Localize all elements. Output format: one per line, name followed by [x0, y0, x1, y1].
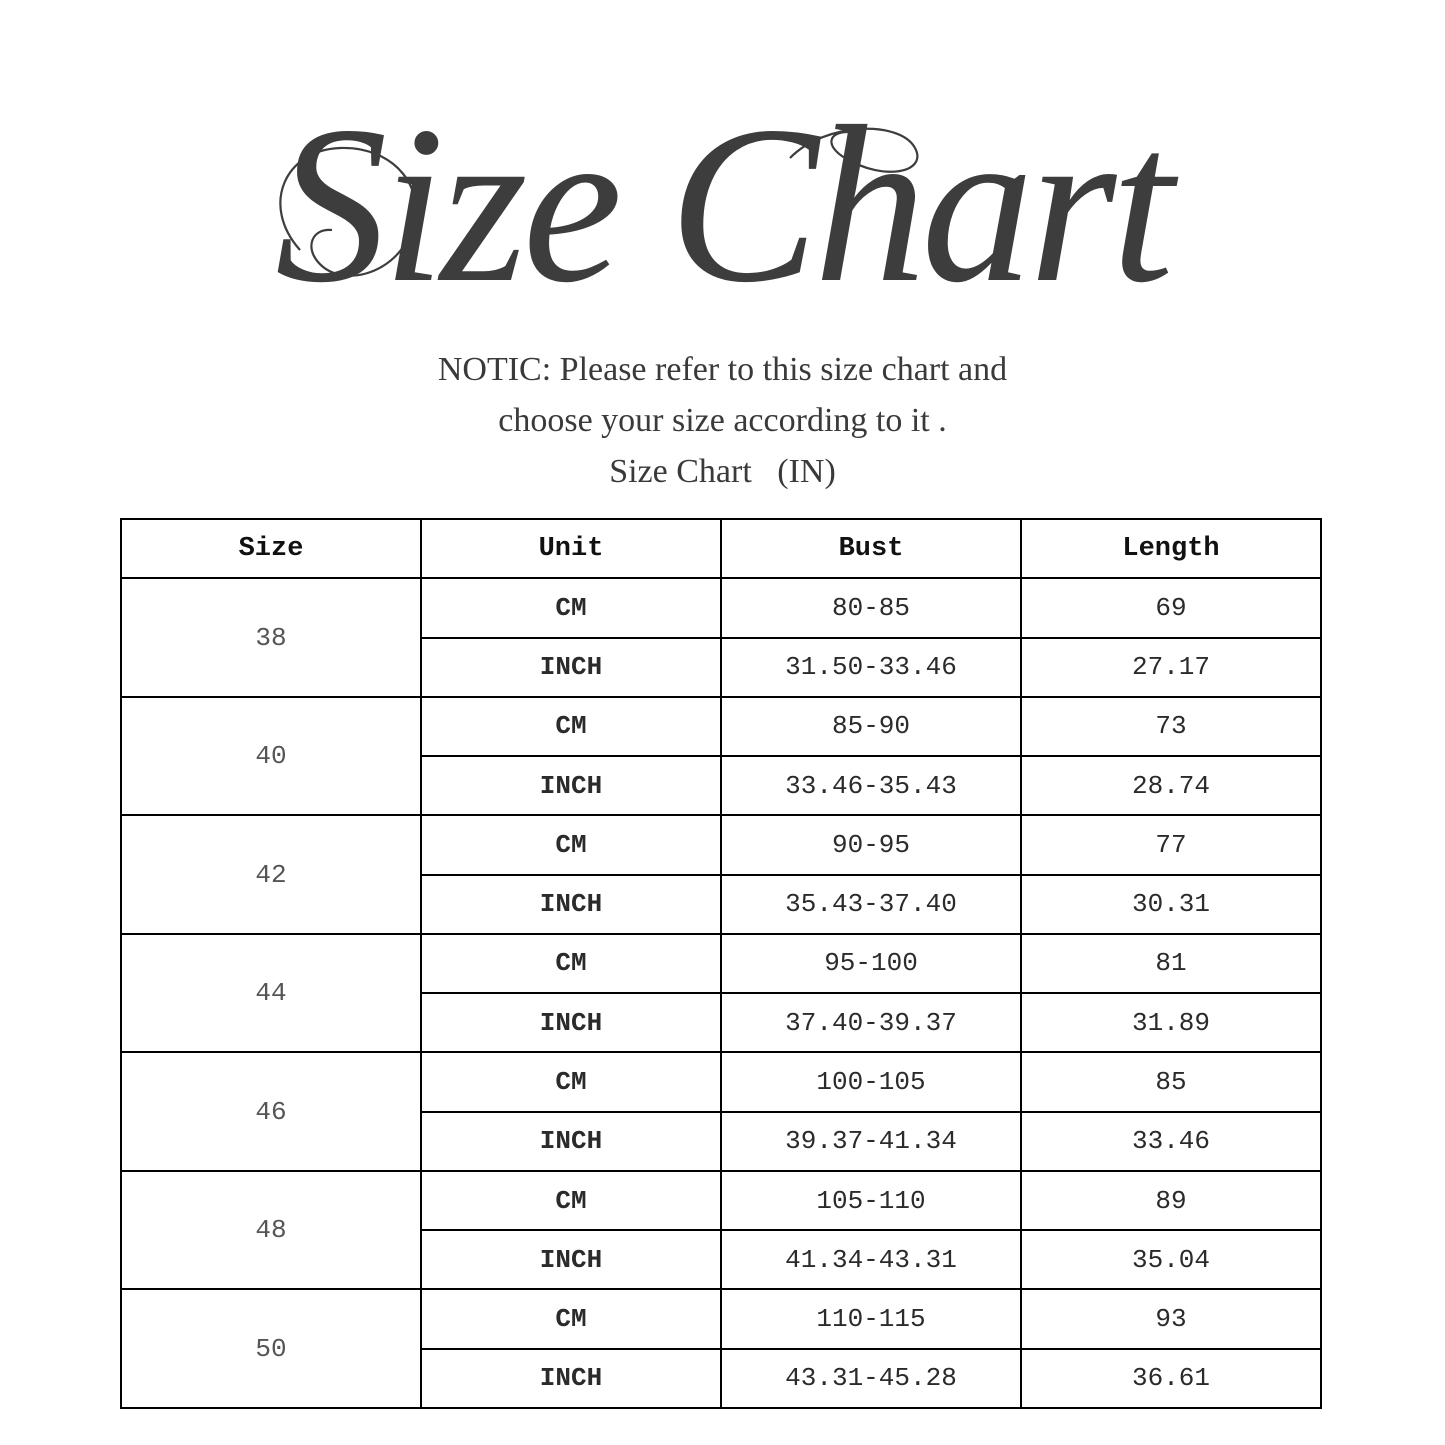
- svg-text:Size Chart: Size Chart: [275, 79, 1179, 329]
